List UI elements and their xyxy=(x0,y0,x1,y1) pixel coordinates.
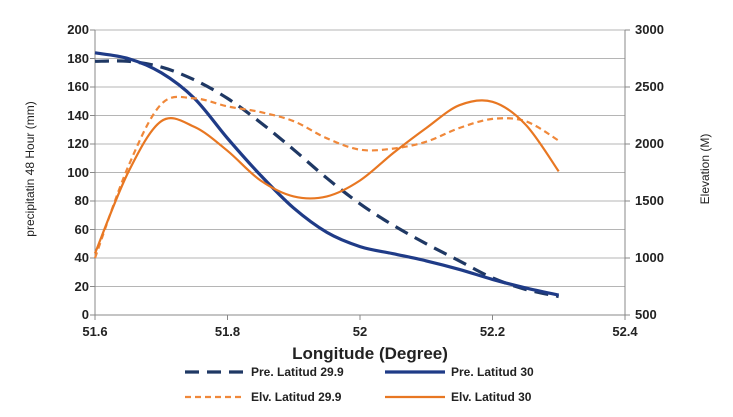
y-left-tick-label: 160 xyxy=(67,79,89,94)
legend-item: Elv. Latitud 29.9 xyxy=(185,390,341,404)
y-left-tick-label: 0 xyxy=(81,307,89,322)
legend-swatch xyxy=(185,370,245,374)
legend-swatch xyxy=(385,395,445,399)
y-left-tick-label: 20 xyxy=(74,278,89,294)
x-tick-label: 51.6 xyxy=(82,324,108,339)
y-right-tick-label: 2500 xyxy=(635,79,664,94)
y-left-tick-label: 180 xyxy=(67,50,89,66)
y-right-tick-label: 1500 xyxy=(635,193,664,208)
y-axis-right-label: Elevation (M) xyxy=(698,133,712,205)
legend-item: Elv. Latitud 30 xyxy=(385,390,531,404)
legend-swatch xyxy=(385,370,445,374)
series-line-pre-29-9 xyxy=(94,59,560,299)
legend-item: Pre. Latitud 30 xyxy=(385,365,534,379)
legend-label: Elv. Latitud 30 xyxy=(451,390,532,404)
series-line-elv-30 xyxy=(93,99,560,254)
y-right-tick-label: 3000 xyxy=(635,22,664,37)
series-line-elv-29-9 xyxy=(93,95,560,259)
legend-swatch xyxy=(185,395,245,399)
y-left-tick-label: 120 xyxy=(67,136,89,151)
y-right-tick-label: 1000 xyxy=(635,250,664,265)
legend-label: Elv. Latitud 29.9 xyxy=(251,390,342,404)
x-tick-label: 51.8 xyxy=(214,324,241,339)
y-left-tick-label: 140 xyxy=(67,107,89,123)
series-line-pre-30 xyxy=(94,51,560,297)
x-axis-label: Longitude (Degree) xyxy=(292,344,448,363)
y-axis-left-label: precipitatin 48 Hour (mm) xyxy=(23,101,37,237)
y-left-tick-label: 60 xyxy=(74,221,89,237)
y-left-tick-label: 100 xyxy=(67,164,89,180)
y-right-tick-label: 500 xyxy=(635,307,657,322)
y-left-tick-label: 40 xyxy=(74,250,89,265)
legend-label: Pre. Latitud 30 xyxy=(451,365,534,379)
y-left-tick-label: 80 xyxy=(74,193,89,208)
x-tick-label: 52.2 xyxy=(479,324,506,339)
x-tick-label: 52 xyxy=(352,324,368,339)
y-left-tick-label: 200 xyxy=(67,22,89,37)
legend-label: Pre. Latitud 29.9 xyxy=(251,365,344,379)
legend-item: Pre. Latitud 29.9 xyxy=(185,365,344,379)
x-tick-label: 52.4 xyxy=(612,324,638,339)
y-right-tick-label: 2000 xyxy=(635,136,664,151)
